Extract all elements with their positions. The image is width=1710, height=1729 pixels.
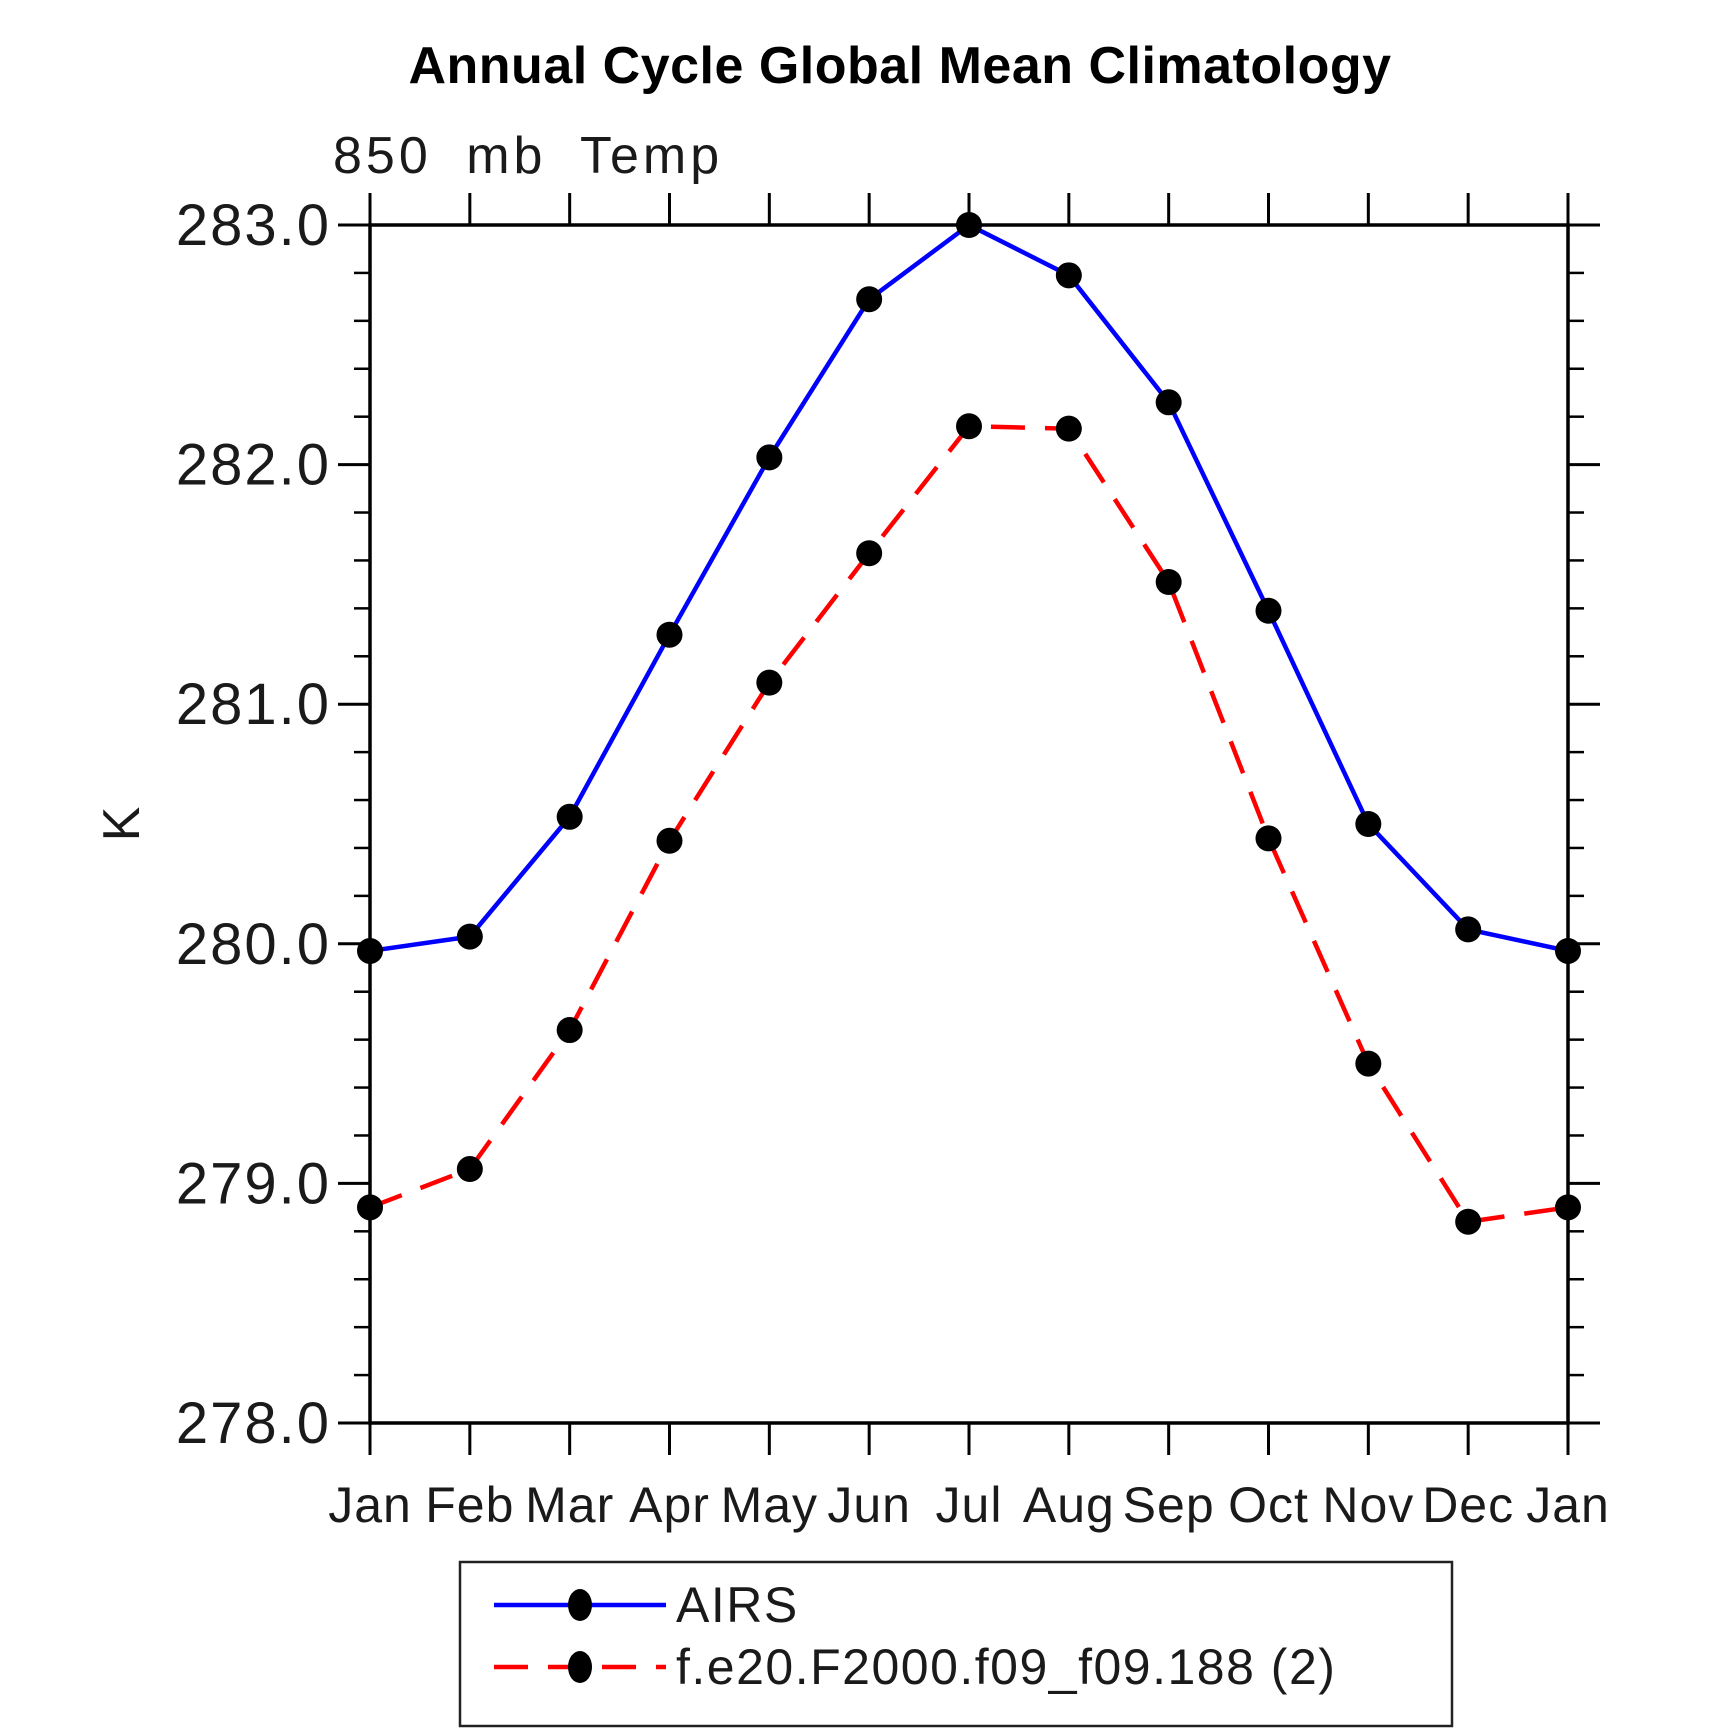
data-point-marker — [1555, 937, 1581, 964]
x-axis-tick-label: Dec — [1422, 1477, 1514, 1533]
data-point-marker — [856, 540, 883, 567]
data-point-marker — [556, 803, 583, 830]
y-axis-title: K — [93, 806, 151, 842]
x-axis-tick-label: Sep — [1123, 1477, 1215, 1533]
data-point-marker — [756, 669, 783, 696]
x-axis-tick-label: Jan — [1526, 1477, 1610, 1533]
y-axis-tick-label: 282.0 — [176, 433, 331, 498]
x-axis-tick-label: Oct — [1228, 1477, 1309, 1533]
legend-box — [458, 1560, 1454, 1728]
x-axis-tick-label: Mar — [525, 1477, 614, 1533]
data-point-marker — [956, 413, 982, 440]
data-point-marker — [656, 827, 683, 854]
data-point-marker — [1455, 1208, 1482, 1235]
data-point-marker — [357, 937, 383, 964]
x-axis-tick-label: Feb — [425, 1477, 514, 1533]
data-point-marker — [1055, 262, 1082, 289]
data-point-marker — [1155, 569, 1182, 596]
data-point-marker — [656, 621, 683, 648]
legend-marker — [568, 1651, 592, 1683]
x-axis-tick-label: Jul — [936, 1477, 1003, 1533]
x-axis-tick-label: Aug — [1023, 1477, 1115, 1533]
x-axis-tick-label: Jan — [328, 1477, 412, 1533]
y-axis-tick-label: 283.0 — [176, 193, 331, 258]
chart-subtitle: 850 mb Temp — [333, 127, 724, 185]
series-line-airs — [369, 222, 1569, 954]
data-point-marker — [456, 1156, 483, 1183]
legend-marker — [568, 1589, 592, 1621]
data-point-marker — [1355, 1050, 1382, 1077]
plot-frame — [368, 223, 1570, 1425]
data-point-marker — [956, 212, 982, 238]
data-point-marker — [1055, 415, 1082, 442]
data-point-marker — [1255, 597, 1282, 624]
x-axis-tick-label: May — [721, 1477, 818, 1533]
series-line-model — [369, 423, 1569, 1225]
x-axis-tick-label: Apr — [629, 1477, 710, 1533]
y-axis-tick-label: 279.0 — [176, 1151, 331, 1216]
x-axis-tick-label: Nov — [1322, 1477, 1414, 1533]
data-point-marker — [456, 923, 483, 950]
x-axis-tick-label: Jun — [827, 1477, 911, 1533]
y-axis-tick-label: 280.0 — [176, 912, 331, 977]
data-point-marker — [1455, 916, 1482, 943]
chart-title: Annual Cycle Global Mean Climatology — [408, 37, 1392, 95]
y-axis-tick-label: 278.0 — [176, 1391, 331, 1456]
legend-label: AIRS — [676, 1577, 799, 1633]
data-point-marker — [1555, 1194, 1581, 1221]
y-axis-tick-label: 281.0 — [176, 672, 331, 737]
data-point-marker — [856, 286, 883, 313]
data-point-marker — [556, 1017, 583, 1044]
data-point-marker — [1255, 825, 1282, 852]
data-point-marker — [1155, 389, 1182, 416]
data-point-marker — [357, 1194, 383, 1221]
data-point-marker — [756, 444, 783, 471]
legend-label: f.e20.F2000.f09_f09.188 (2) — [676, 1639, 1336, 1695]
data-point-marker — [1355, 811, 1382, 837]
